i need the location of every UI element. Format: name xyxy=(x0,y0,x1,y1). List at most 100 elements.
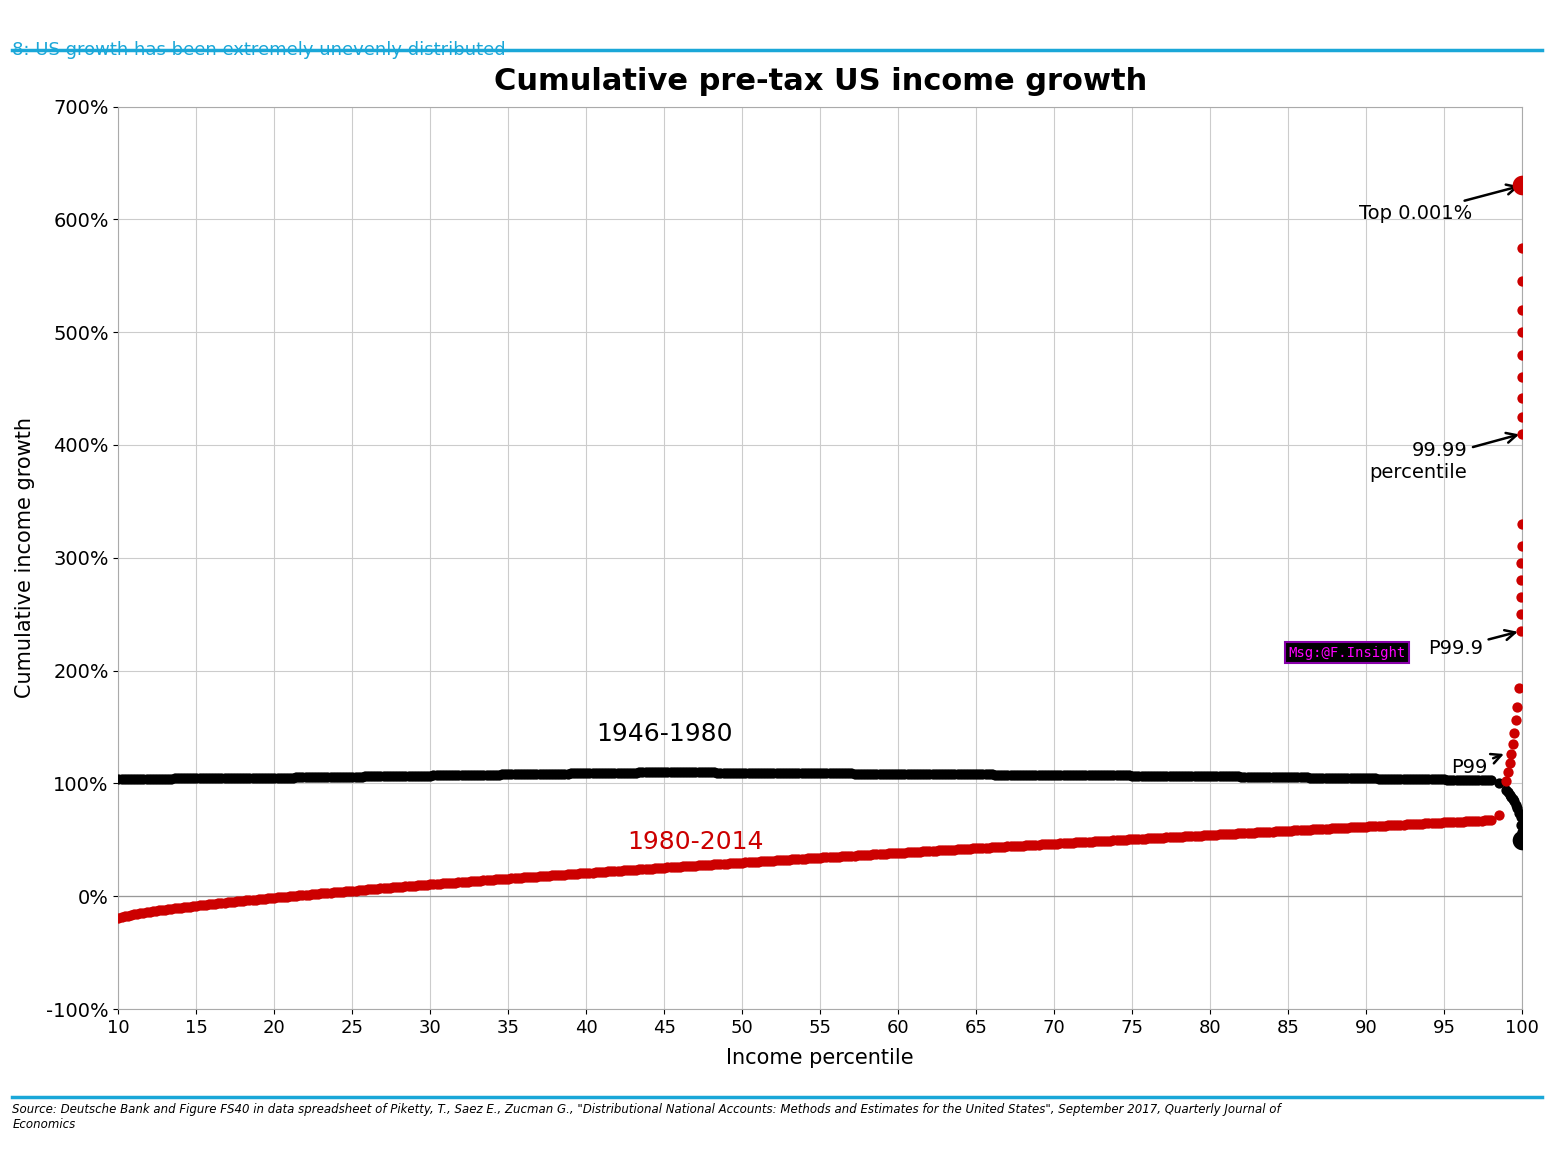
Point xyxy=(558,865,583,884)
Point xyxy=(1509,301,1534,319)
Point xyxy=(920,765,945,783)
Point xyxy=(982,765,1007,783)
Point xyxy=(211,894,236,912)
Point xyxy=(474,871,499,889)
Point xyxy=(1136,829,1161,848)
Point xyxy=(1214,825,1239,843)
Point xyxy=(577,864,601,882)
Point xyxy=(390,767,415,786)
Point xyxy=(434,766,458,785)
Point xyxy=(1066,766,1091,785)
Point xyxy=(1307,768,1332,787)
Point xyxy=(502,765,527,783)
Point xyxy=(783,850,808,869)
Point xyxy=(740,852,765,871)
Point xyxy=(232,892,256,910)
Point xyxy=(601,764,626,782)
Point xyxy=(1504,697,1529,715)
Point xyxy=(368,879,393,897)
Point xyxy=(208,894,233,912)
Point xyxy=(524,867,549,886)
Point xyxy=(186,770,211,788)
Point xyxy=(674,857,699,876)
Point xyxy=(1239,767,1263,786)
Point xyxy=(786,850,811,869)
Point xyxy=(180,770,205,788)
Point xyxy=(331,767,356,786)
Point xyxy=(319,767,343,786)
Point xyxy=(771,764,796,782)
Point xyxy=(1409,814,1434,833)
Point xyxy=(303,885,328,903)
Point xyxy=(437,873,462,892)
Point xyxy=(1032,766,1057,785)
Point xyxy=(1120,766,1145,785)
Point xyxy=(1054,834,1078,852)
Point xyxy=(159,900,183,918)
Point xyxy=(109,908,134,926)
Point xyxy=(1078,766,1103,785)
Point xyxy=(266,768,291,787)
Point xyxy=(1032,835,1057,854)
Point xyxy=(1124,829,1148,848)
Point xyxy=(1054,766,1078,785)
Point xyxy=(873,844,898,863)
Point xyxy=(960,765,985,783)
Point xyxy=(458,766,483,785)
Point xyxy=(755,764,780,782)
Point xyxy=(898,765,923,783)
Point xyxy=(889,843,914,862)
Point xyxy=(319,884,343,902)
Point xyxy=(1509,424,1534,442)
Point xyxy=(496,765,521,783)
Point xyxy=(991,838,1016,856)
Point xyxy=(1270,821,1294,840)
Point xyxy=(177,897,202,916)
Point xyxy=(350,881,375,900)
Point xyxy=(1506,804,1531,823)
Point xyxy=(855,846,880,864)
Point xyxy=(864,846,889,864)
Point xyxy=(1431,771,1456,789)
Point xyxy=(193,770,218,788)
Point xyxy=(309,885,334,903)
Point xyxy=(724,854,749,872)
Point xyxy=(190,770,214,788)
Point xyxy=(1441,771,1465,789)
Point xyxy=(973,839,998,857)
Point xyxy=(143,902,168,920)
Point xyxy=(256,768,281,787)
Point xyxy=(455,766,480,785)
Point xyxy=(340,881,365,900)
Point xyxy=(524,765,549,783)
Point xyxy=(343,881,368,900)
Point xyxy=(278,768,303,787)
Point xyxy=(171,899,196,917)
Point xyxy=(727,764,752,782)
Point xyxy=(1010,836,1035,855)
Text: Msg:@F.Insight: Msg:@F.Insight xyxy=(1288,645,1405,660)
Point xyxy=(1263,768,1288,787)
Point xyxy=(1201,826,1226,844)
Point xyxy=(755,851,780,870)
Point xyxy=(1248,767,1273,786)
Point xyxy=(508,869,533,887)
Point xyxy=(471,871,496,889)
Point xyxy=(452,766,477,785)
Point xyxy=(833,847,858,865)
Point xyxy=(957,765,982,783)
Point xyxy=(1248,823,1273,841)
Point xyxy=(1041,834,1066,852)
Y-axis label: Cumulative income growth: Cumulative income growth xyxy=(16,417,36,698)
Point xyxy=(1495,783,1520,802)
Point xyxy=(733,854,758,872)
Point xyxy=(244,768,269,787)
Point xyxy=(1189,767,1214,786)
Point xyxy=(948,765,973,783)
Point xyxy=(721,764,746,782)
Point xyxy=(654,763,679,781)
Point xyxy=(1509,272,1534,290)
Point xyxy=(942,765,967,783)
Point xyxy=(1152,828,1176,847)
Point xyxy=(1375,817,1400,835)
